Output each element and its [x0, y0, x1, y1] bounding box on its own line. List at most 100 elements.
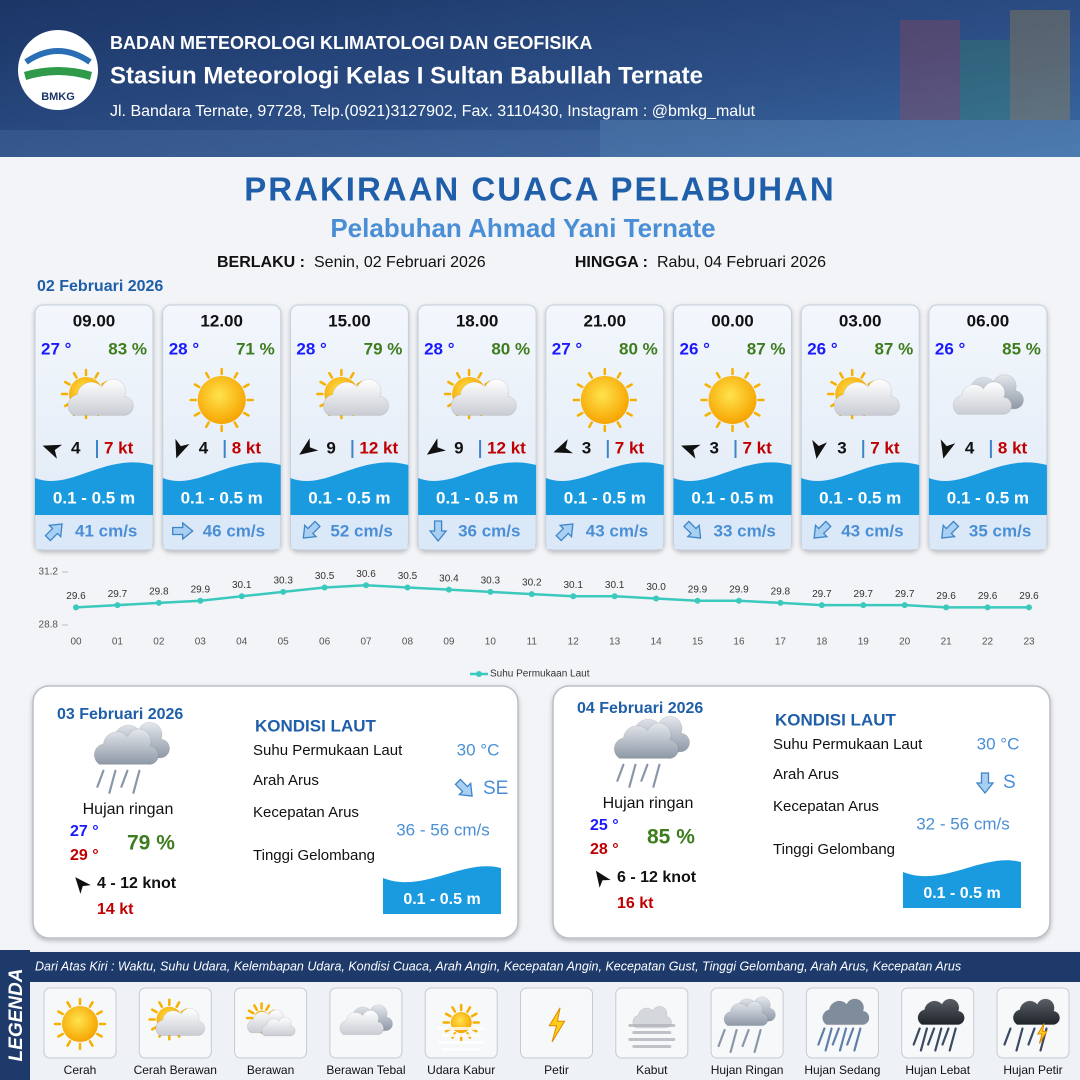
sst-point — [984, 604, 991, 611]
x-tick-label: 02 — [153, 637, 165, 648]
sun-ray — [72, 371, 78, 379]
sst-point — [197, 597, 204, 604]
current-speed: 33 cm/s — [714, 521, 776, 540]
temperature-max: 28 ° — [590, 841, 619, 858]
sst-label: Suhu Permukaan Laut — [253, 742, 403, 759]
wave-height: 0.1 - 0.5 m — [819, 488, 901, 507]
cloud — [155, 1008, 206, 1037]
wave-band — [903, 860, 1021, 908]
wave-band — [162, 462, 281, 515]
gust-speed: 7 kt — [870, 438, 900, 457]
time: 00.00 — [711, 311, 754, 330]
wind-arrow — [553, 439, 573, 454]
rain-drop — [934, 1027, 943, 1052]
x-tick-label: 00 — [70, 637, 82, 648]
rain-drop — [729, 1028, 738, 1054]
sun-ray — [576, 411, 584, 417]
wind-arrow — [299, 438, 319, 455]
sst-point — [611, 593, 618, 600]
wave-band — [801, 462, 920, 515]
gust-speed: 14 kt — [97, 901, 134, 918]
sun-ray — [444, 1012, 452, 1018]
sun-ray — [470, 1012, 478, 1018]
legend-icon — [817, 998, 870, 1052]
weather-icon — [316, 368, 390, 420]
current-direction: SE — [483, 778, 508, 799]
header-background — [0, 0, 1080, 157]
logo-band — [24, 67, 92, 80]
humidity: 87 % — [874, 339, 913, 358]
air-temperature: 27 ° — [41, 339, 72, 358]
current-speed: 36 cm/s — [458, 521, 520, 540]
x-tick-label: 05 — [278, 637, 290, 648]
sun-ray — [455, 371, 461, 379]
wind-speed: 9 — [326, 438, 335, 457]
sun-ray — [319, 380, 327, 386]
rain-drop — [652, 763, 661, 788]
current-arrow — [555, 523, 574, 542]
time: 09.00 — [73, 311, 116, 330]
wind-arrow — [681, 444, 701, 459]
station: Stasiun Meteorologi Kelas I Sultan Babul… — [110, 62, 703, 89]
legend-item-name: Hujan Petir — [1003, 1063, 1062, 1077]
sun-ray — [193, 383, 201, 389]
rain-drop — [1027, 1027, 1036, 1046]
wave-height: 0.1 - 0.5 m — [436, 488, 518, 507]
wave-band — [383, 866, 501, 914]
condition: Hujan ringan — [83, 801, 174, 818]
legend-item-name: Kabut — [636, 1063, 668, 1077]
data-label: 30.3 — [273, 576, 293, 587]
data-label: 30.2 — [522, 578, 542, 589]
rain-drop — [838, 1027, 848, 1052]
rain-drop — [132, 769, 141, 794]
current-speed: 32 - 56 cm/s — [916, 814, 1010, 833]
y-tick-label: 28.8 — [39, 620, 59, 631]
current-speed: 43 cm/s — [586, 521, 648, 540]
current-speed-label: Kecepatan Arus — [773, 798, 879, 815]
current-arrow — [302, 520, 321, 539]
wave-label: Tinggi Gelombang — [773, 841, 895, 858]
legend-sidebar — [0, 950, 30, 1080]
wave-band — [928, 462, 1047, 515]
humidity: 85 % — [1002, 339, 1041, 358]
sea-title: KONDISI LAUT — [775, 710, 897, 729]
legend-label: Suhu Permukaan Laut — [490, 669, 590, 680]
gust-speed: 7 kt — [104, 438, 134, 457]
title: PRAKIRAAN CUACA PELABUHAN — [244, 171, 835, 208]
agency: BADAN METEOROLOGI KLIMATOLOGI DAN GEOFIS… — [110, 33, 592, 53]
legend-description: Dari Atas Kiri : Waktu, Suhu Udara, Kele… — [35, 959, 961, 973]
cloud — [917, 998, 965, 1026]
wind-speed: 3 — [837, 438, 846, 457]
x-tick-label: 08 — [402, 637, 414, 648]
current-speed: 35 cm/s — [969, 521, 1031, 540]
sun-ray — [576, 383, 584, 389]
wind-arrow — [595, 870, 611, 888]
cloud — [450, 378, 517, 416]
legend-icon — [548, 1007, 566, 1043]
sun-ray — [150, 1008, 158, 1014]
rain-drop — [628, 763, 637, 788]
sun-ray — [150, 1025, 158, 1031]
air-temperature: 28 ° — [424, 339, 455, 358]
rain-drop — [824, 1027, 833, 1052]
data-label: 30.1 — [605, 580, 625, 591]
time: 15.00 — [328, 311, 371, 330]
current-speed: 52 cm/s — [330, 521, 392, 540]
legend-item-name: Berawan Tebal — [326, 1063, 405, 1077]
current-arrow — [454, 778, 473, 797]
sun-ray — [626, 411, 633, 417]
cloud — [261, 1016, 296, 1037]
data-label: 29.8 — [149, 587, 169, 598]
sun-ray — [626, 383, 633, 389]
legend-icon — [912, 998, 965, 1052]
legend-icon — [148, 998, 206, 1041]
sst-line — [75, 583, 1029, 609]
sun-ray — [616, 371, 622, 379]
weather-icon — [613, 715, 691, 788]
wave-height: 0.1 - 0.5 m — [53, 488, 135, 507]
wind-arrow — [426, 438, 446, 455]
sun-ray — [204, 421, 210, 429]
cloud — [1012, 998, 1061, 1026]
sun-ray — [233, 371, 239, 379]
cloud — [613, 722, 680, 759]
